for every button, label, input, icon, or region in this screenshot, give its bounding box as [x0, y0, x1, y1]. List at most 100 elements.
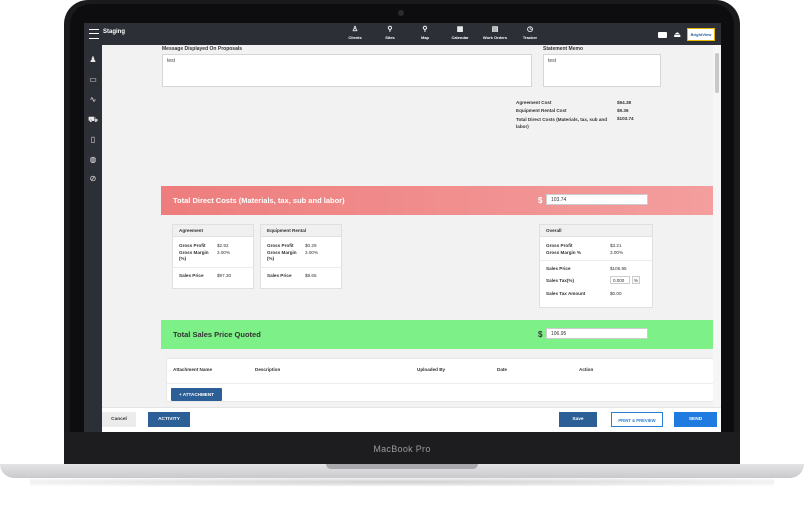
- total-direct-cost-label: Total Direct Costs (Materials, tax, sub …: [516, 117, 608, 129]
- nav-sites[interactable]: ⚲ Sites: [385, 26, 395, 40]
- palette-icon[interactable]: ◍: [89, 155, 97, 164]
- scrollbar-thumb[interactable]: [715, 53, 719, 93]
- activity-button[interactable]: ACTIVITY: [148, 412, 190, 427]
- clipboard-icon: ▤: [491, 26, 499, 33]
- gross-margin-value: 3.00%: [610, 250, 624, 255]
- direct-costs-banner: Total Direct Costs (Materials, tax, sub …: [161, 186, 713, 215]
- sales-price-title: Total Sales Price Quoted: [173, 330, 261, 339]
- column-uploaded-by: Uploaded By: [417, 367, 446, 372]
- save-button[interactable]: Save: [559, 412, 597, 427]
- overall-card-title: Overall: [540, 225, 652, 237]
- sales-price-input[interactable]: 106.95: [546, 328, 648, 339]
- laptop-shadow: [30, 478, 774, 486]
- nav-work-orders[interactable]: ▤ Work Orders: [482, 26, 508, 40]
- equipment-card-title: Equipment Rental: [261, 225, 341, 237]
- sales-tax-amount-value: $0.00: [610, 291, 622, 296]
- upload-icon[interactable]: ⏏: [673, 29, 681, 39]
- gross-profit-label: Gross Profit: [179, 243, 206, 248]
- nav-tracker[interactable]: ◷ Tracker: [522, 26, 538, 40]
- message-label: Message Displayed On Proposals: [162, 46, 243, 52]
- laptop-notch: [326, 464, 478, 469]
- agreement-cost-value: $94.38: [617, 100, 632, 105]
- truck-icon[interactable]: ⛟: [87, 115, 99, 124]
- main-content: Message Displayed On Proposals test Stat…: [102, 45, 713, 407]
- gross-margin-label: Gross Margin (%): [179, 250, 209, 261]
- agreement-card: Agreement Gross Profit $2.92 Gross Margi…: [172, 224, 254, 289]
- camera-icon: [398, 10, 404, 16]
- menu-icon[interactable]: [89, 29, 99, 39]
- nav-calendar[interactable]: ▦ Calendar: [451, 26, 469, 40]
- equipment-cost-label: Equipment Rental Cost: [516, 108, 567, 113]
- equipment-rental-card: Equipment Rental Gross Profit $0.29 Gros…: [260, 224, 342, 289]
- agreement-cost-label: Agreement Cost: [516, 100, 552, 105]
- equipment-cost-value: $9.36: [617, 108, 629, 113]
- column-attachment-name: Attachment Name: [173, 367, 213, 372]
- sales-price-label: Sales Price: [179, 273, 204, 278]
- top-nav: ♙ Clients ⚲ Sites ⚲ Map ▦ Calendar ▤ Work Ord…: [342, 25, 543, 40]
- sales-price-banner: Total Sales Price Quoted $ 106.95: [161, 320, 713, 349]
- cancel-button[interactable]: Cancel: [102, 412, 136, 427]
- sales-tax-label: Sales Tax(%): [546, 278, 574, 283]
- total-direct-cost-value: $103.74: [617, 116, 634, 121]
- screen: Staging ♙ Clients ⚲ Sites ⚲ Map ▦ Calendar ▤…: [84, 23, 721, 433]
- gross-profit-value: $2.92: [217, 243, 229, 248]
- percent-addon: %: [632, 276, 640, 284]
- sales-price-value: $9.65: [305, 273, 317, 278]
- table-divider: [167, 383, 721, 384]
- card-divider: [540, 260, 652, 261]
- column-date: Date: [497, 367, 507, 372]
- sales-price-label: Sales Price: [267, 273, 292, 278]
- map-pin-icon: ⚲: [422, 26, 428, 33]
- nav-map[interactable]: ⚲ Map: [421, 26, 429, 40]
- mail-icon[interactable]: [658, 31, 668, 38]
- laptop-chin: [64, 432, 740, 466]
- stopwatch-icon: ◷: [526, 26, 534, 33]
- users-icon[interactable]: ♟: [89, 55, 97, 64]
- dollar-sign: $: [538, 196, 543, 205]
- column-description: Description: [255, 367, 281, 372]
- direct-costs-title: Total Direct Costs (Materials, tax, sub …: [173, 196, 345, 205]
- send-button[interactable]: SEND: [674, 412, 717, 427]
- gross-margin-label: Gross Margin (%): [267, 250, 297, 261]
- gross-profit-value: $0.29: [305, 243, 317, 248]
- direct-costs-input[interactable]: 103.74: [546, 194, 648, 205]
- top-bar: Staging ♙ Clients ⚲ Sites ⚲ Map ▦ Calendar ▤…: [84, 23, 721, 45]
- gross-margin-label: Gross Margin %: [546, 250, 581, 255]
- document-icon[interactable]: ▯: [90, 135, 96, 144]
- app-title: Staging: [103, 29, 125, 35]
- gross-profit-value: $3.21: [610, 243, 622, 248]
- top-right-tools: ⏏ BrightView: [658, 28, 715, 41]
- memo-textarea[interactable]: test: [543, 54, 661, 87]
- brand-logo: BrightView: [687, 28, 715, 41]
- card-icon[interactable]: ▭: [89, 75, 97, 84]
- gross-profit-label: Gross Profit: [546, 243, 573, 248]
- footer-bar: Cancel ACTIVITY Save PRINT & PREVIEW SEN…: [102, 407, 721, 433]
- user-icon: ♙: [351, 26, 359, 33]
- pulse-icon[interactable]: ∿: [89, 95, 97, 104]
- print-preview-button[interactable]: PRINT & PREVIEW: [611, 412, 663, 427]
- site-icon: ⚲: [387, 26, 393, 33]
- card-divider: [173, 267, 253, 268]
- gross-margin-value: 3.00%: [217, 250, 231, 255]
- device-label: MacBook Pro: [373, 444, 431, 454]
- attachments-table: Attachment Name Description Uploaded By …: [166, 358, 721, 402]
- add-attachment-button[interactable]: + ATTACHMENT: [171, 388, 222, 401]
- sales-tax-input[interactable]: 0.000: [610, 276, 630, 284]
- no-sign-icon[interactable]: ⊘: [89, 174, 97, 183]
- message-textarea[interactable]: test: [162, 54, 532, 87]
- sales-price-label: Sales Price: [546, 266, 571, 271]
- sales-price-value: $106.95: [610, 266, 627, 271]
- memo-label: Statement Memo: [543, 46, 584, 52]
- gross-profit-label: Gross Profit: [267, 243, 294, 248]
- scrollbar[interactable]: [713, 45, 721, 407]
- dollar-sign: $: [538, 330, 543, 339]
- gross-margin-value: 3.00%: [305, 250, 319, 255]
- column-action: Action: [579, 367, 594, 372]
- overall-card: Overall Gross Profit $3.21 Gross Margin …: [539, 224, 653, 308]
- laptop-base: [0, 464, 804, 478]
- calendar-icon: ▦: [456, 26, 464, 33]
- card-divider: [261, 267, 341, 268]
- sidebar: ♟ ▭ ∿ ⛟ ▯ ◍ ⊘: [84, 45, 102, 433]
- nav-clients[interactable]: ♙ Clients: [348, 26, 362, 40]
- sales-tax-amount-label: Sales Tax Amount: [546, 291, 586, 296]
